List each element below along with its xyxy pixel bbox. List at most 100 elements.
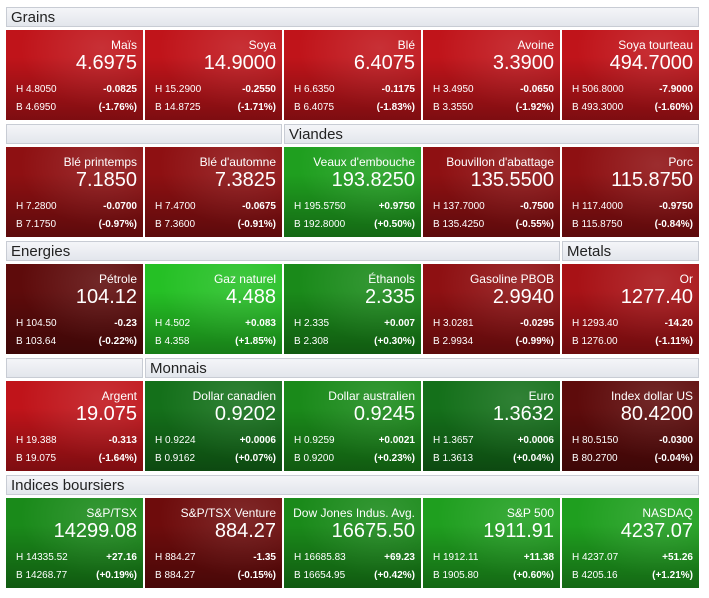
quote-percent: (-1.71%) <box>237 102 276 113</box>
quote-percent: (+0.04%) <box>513 453 554 464</box>
quote-high: H 0.9259 <box>294 435 335 446</box>
quote-tile[interactable]: S&P/TSX Venture 884.27 H 884.27 -1.35 B 884.… <box>145 498 282 588</box>
quote-high: H 15.2900 <box>155 84 202 95</box>
quote-percent: (-0.22%) <box>98 336 137 347</box>
quote-tile[interactable]: Veaux d'embouche 193.8250 H 195.5750 +0.975… <box>284 147 421 237</box>
quote-high: H 4237.07 <box>572 552 619 563</box>
quote-low: B 6.4075 <box>294 102 335 113</box>
quote-name: S&P/TSX <box>86 506 137 520</box>
quote-high: H 3.0281 <box>433 318 474 329</box>
quote-change: -0.0295 <box>520 318 554 329</box>
quote-tile[interactable]: Pétrole 104.12 H 104.50 -0.23 B 103.64 (-0.22… <box>6 264 143 354</box>
quote-tile[interactable]: Argent 19.075 H 19.388 -0.313 B 19.075 (-1.64… <box>6 381 143 471</box>
quote-tile[interactable]: Bouvillon d'abattage 135.5500 H 137.7000 -0… <box>423 147 560 237</box>
quote-name: Dollar australien <box>328 389 415 403</box>
section-header: Metals <box>562 241 699 261</box>
quote-low: B 115.8750 <box>572 219 623 230</box>
quote-name: Gaz naturel <box>213 272 276 286</box>
quote-name: Blé printemps <box>63 155 137 169</box>
quote-percent: (+0.30%) <box>374 336 415 347</box>
quote-tile[interactable]: Éthanols 2.335 H 2.335 +0.007 B 2.308 (+0.30%… <box>284 264 421 354</box>
quote-name: Avoine <box>517 38 554 52</box>
quote-change: +0.083 <box>245 318 276 329</box>
quote-price: 494.7000 <box>609 52 693 74</box>
quote-tile[interactable]: Soya tourteau 494.7000 H 506.8000 -7.9000 B … <box>562 30 699 120</box>
quote-percent: (-0.15%) <box>237 570 276 581</box>
quote-change: +0.007 <box>384 318 415 329</box>
quote-price: 3.3900 <box>492 52 554 74</box>
quote-low: B 7.1750 <box>16 219 57 230</box>
quote-change: -0.2550 <box>242 84 276 95</box>
quote-price: 2.335 <box>364 286 415 308</box>
quote-change: -0.23 <box>114 318 137 329</box>
quote-tile[interactable]: Maïs 4.6975 H 4.8050 -0.0825 B 4.6950 (-1.76%… <box>6 30 143 120</box>
quote-change: -0.313 <box>108 435 137 446</box>
quote-low: B 19.075 <box>16 453 57 464</box>
quote-tile[interactable]: Blé printemps 7.1850 H 7.2800 -0.0700 B 7.17… <box>6 147 143 237</box>
quote-tile[interactable]: Porc 115.8750 H 117.4000 -0.9750 B 115.8750 (… <box>562 147 699 237</box>
quote-high: H 4.502 <box>155 318 191 329</box>
quote-name: Maïs <box>110 38 137 52</box>
quote-name: S&P/TSX Venture <box>180 506 276 520</box>
quote-high: H 7.4700 <box>155 201 196 212</box>
quote-high: H 884.27 <box>155 552 196 563</box>
quote-tile[interactable]: Blé 6.4075 H 6.6350 -0.1175 B 6.4075 (-1.83%) <box>284 30 421 120</box>
quote-tile[interactable]: Blé d'automne 7.3825 H 7.4700 -0.0675 B 7.36… <box>145 147 282 237</box>
quote-change: -7.9000 <box>659 84 693 95</box>
quote-tile[interactable]: NASDAQ 4237.07 H 4237.07 +51.26 B 4205.16 (+1… <box>562 498 699 588</box>
quote-tile[interactable]: Avoine 3.3900 H 3.4950 -0.0650 B 3.3550 (-1.9… <box>423 30 560 120</box>
quote-tile[interactable]: Dollar australien 0.9245 H 0.9259 +0.0021 B … <box>284 381 421 471</box>
quote-price: 19.075 <box>75 403 137 425</box>
quote-tile[interactable]: Dow Jones Indus. Avg. 16675.50 H 16685.83 +… <box>284 498 421 588</box>
quote-change: -14.20 <box>664 318 693 329</box>
quote-tile[interactable]: Soya 14.9000 H 15.2900 -0.2550 B 14.8725 (-1.… <box>145 30 282 120</box>
quote-price: 16675.50 <box>331 520 415 542</box>
quote-tile[interactable]: Gaz naturel 4.488 H 4.502 +0.083 B 4.358 (+1.… <box>145 264 282 354</box>
quote-low: B 2.9934 <box>433 336 474 347</box>
quote-price: 0.9202 <box>214 403 276 425</box>
quote-high: H 506.8000 <box>572 84 624 95</box>
quote-low: B 493.3000 <box>572 102 624 113</box>
quote-percent: (-0.97%) <box>98 219 137 230</box>
header-spacer <box>6 358 143 378</box>
quote-change: +51.26 <box>662 552 693 563</box>
quote-tile[interactable]: Euro 1.3632 H 1.3657 +0.0006 B 1.3613 (+0.04%… <box>423 381 560 471</box>
quote-low: B 3.3550 <box>433 102 474 113</box>
quote-change: -0.0825 <box>103 84 137 95</box>
quote-price: 2.9940 <box>492 286 554 308</box>
quote-high: H 117.4000 <box>572 201 623 212</box>
quote-price: 14299.08 <box>53 520 137 542</box>
quote-name: S&P 500 <box>506 506 554 520</box>
quote-percent: (-1.60%) <box>654 102 693 113</box>
quote-low: B 135.4250 <box>433 219 485 230</box>
quote-percent: (+1.21%) <box>652 570 693 581</box>
quote-low: B 1.3613 <box>433 453 474 464</box>
quote-tile[interactable]: Index dollar US 80.4200 H 80.5150 -0.0300 B … <box>562 381 699 471</box>
quote-tile[interactable]: Or 1277.40 H 1293.40 -14.20 B 1276.00 (-1.11%… <box>562 264 699 354</box>
quote-change: +11.38 <box>523 552 554 563</box>
quote-change: +0.0006 <box>517 435 554 446</box>
quote-name: Bouvillon d'abattage <box>446 155 554 169</box>
quote-high: H 0.9224 <box>155 435 196 446</box>
quote-tile[interactable]: Gasoline PBOB 2.9940 H 3.0281 -0.0295 B 2.99… <box>423 264 560 354</box>
quote-low: B 103.64 <box>16 336 57 347</box>
quote-change: -1.35 <box>253 552 276 563</box>
quote-percent: (+0.19%) <box>96 570 137 581</box>
quote-tile[interactable]: Dollar canadien 0.9202 H 0.9224 +0.0006 B 0.… <box>145 381 282 471</box>
quote-change: -0.0300 <box>659 435 693 446</box>
quote-percent: (+0.50%) <box>374 219 415 230</box>
quote-name: Pétrole <box>98 272 137 286</box>
quote-tile[interactable]: S&P/TSX 14299.08 H 14335.52 +27.16 B 14268.7… <box>6 498 143 588</box>
quote-percent: (+0.07%) <box>235 453 276 464</box>
quote-percent: (-1.76%) <box>98 102 137 113</box>
quote-high: H 19.388 <box>16 435 57 446</box>
quote-high: H 2.335 <box>294 318 330 329</box>
quote-price: 14.9000 <box>203 52 276 74</box>
quote-percent: (-0.99%) <box>515 336 554 347</box>
quote-price: 4.488 <box>225 286 276 308</box>
quote-percent: (-1.64%) <box>98 453 137 464</box>
quote-change: +27.16 <box>106 552 137 563</box>
quote-high: H 3.4950 <box>433 84 474 95</box>
quote-tile[interactable]: S&P 500 1911.91 H 1912.11 +11.38 B 1905.80 (+… <box>423 498 560 588</box>
